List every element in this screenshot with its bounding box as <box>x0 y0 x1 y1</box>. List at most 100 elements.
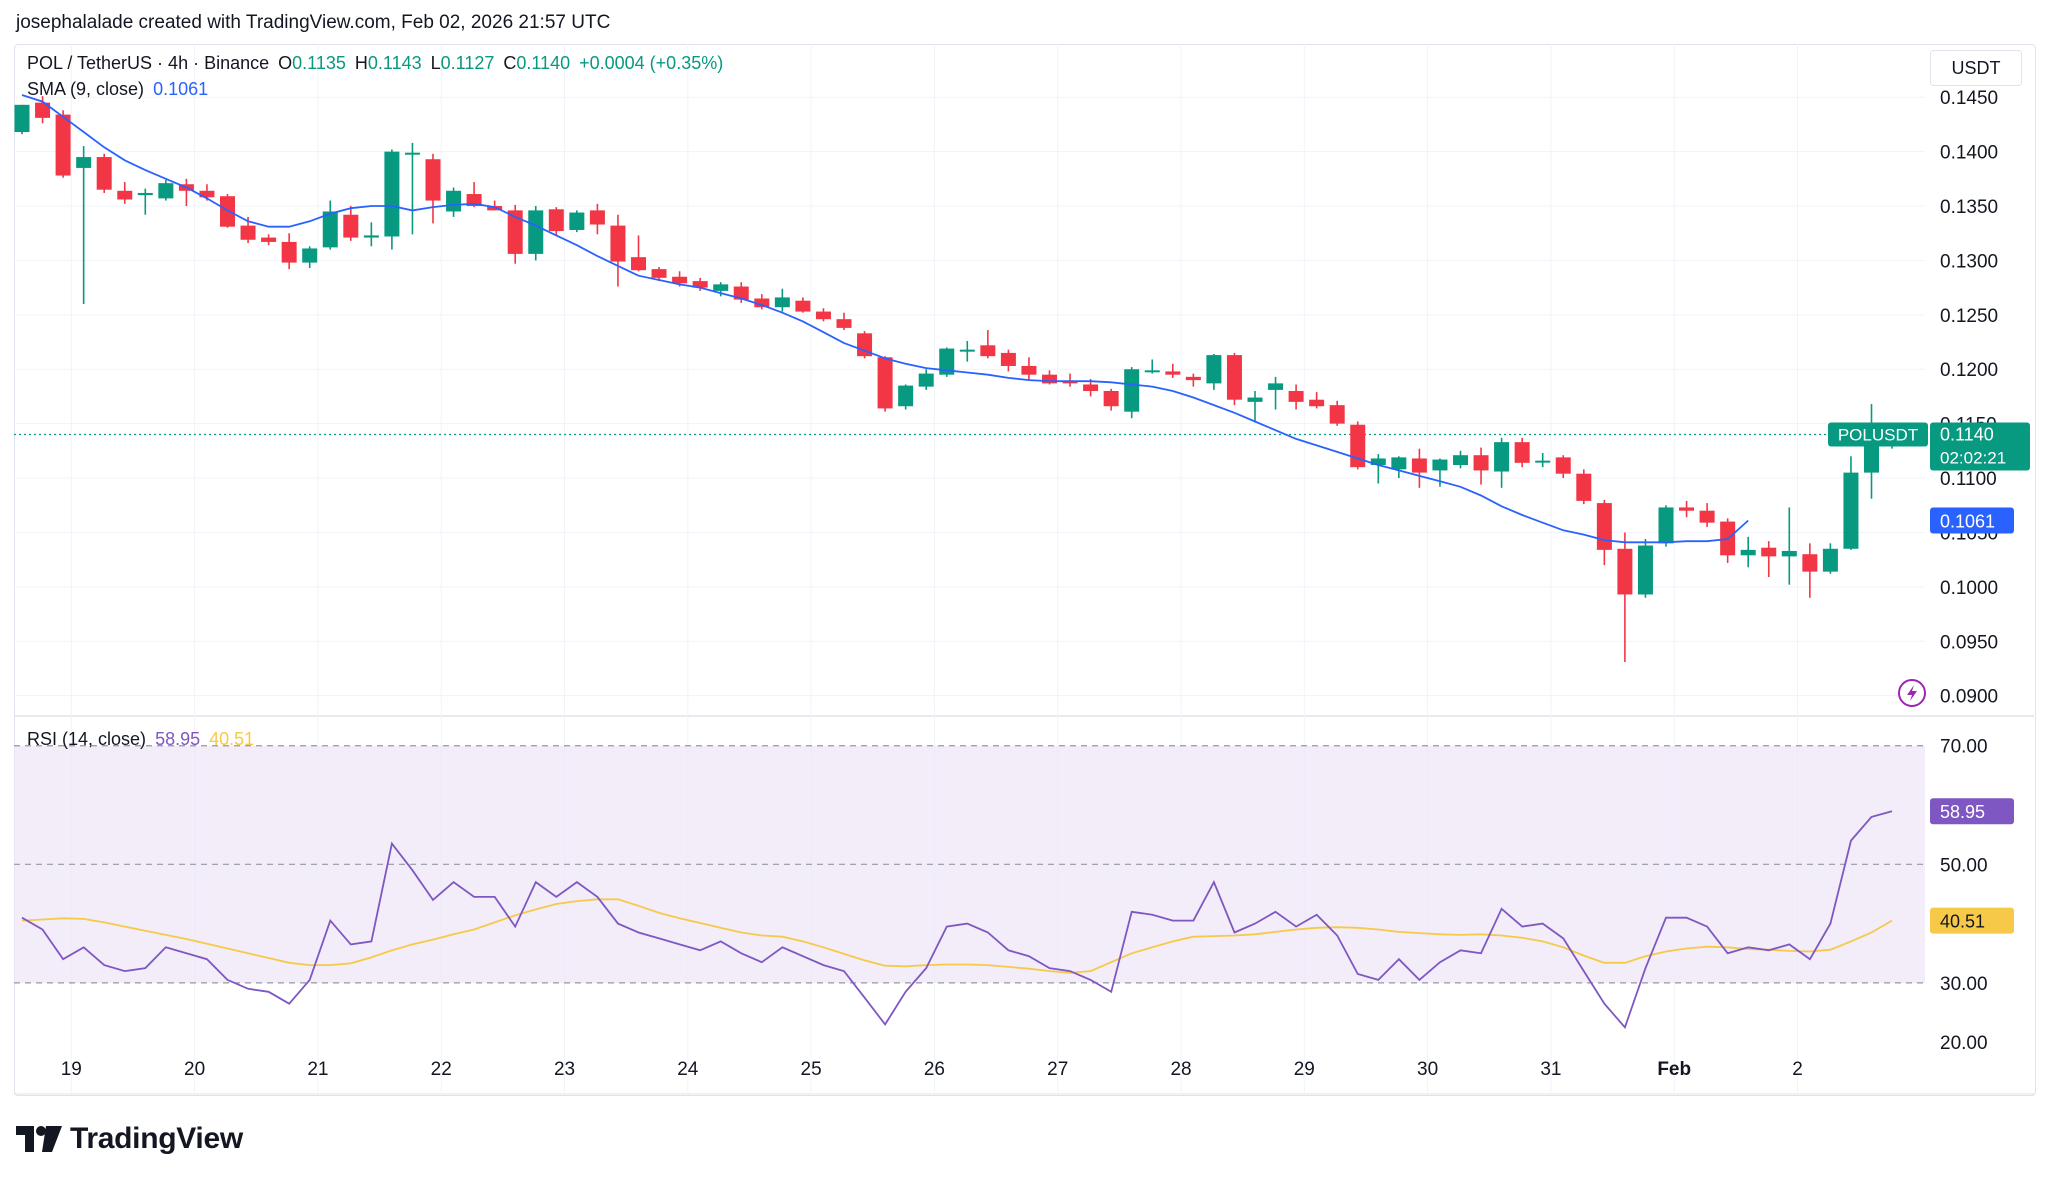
price-tick-label: 0.1450 <box>1940 88 1998 109</box>
rsi-legend[interactable]: RSI (14, close) 58.95 40.51 <box>27 729 258 750</box>
candle-body <box>1864 439 1879 473</box>
candle-body <box>384 151 400 237</box>
candle-body <box>1617 548 1633 595</box>
tradingview-logo[interactable]: TradingView <box>16 1122 243 1156</box>
candle-body <box>1268 383 1284 390</box>
candle-body <box>1822 548 1838 572</box>
time-tick-label: 2 <box>1792 1059 1803 1080</box>
candle-body <box>1473 455 1489 471</box>
candle-body <box>220 196 235 227</box>
open-value: 0.1135 <box>292 53 346 73</box>
symbol-tag-text: POLUSDT <box>1838 426 1918 445</box>
chart-credit: josephalalade created with TradingView.c… <box>16 12 611 33</box>
candle-body <box>261 237 277 242</box>
chart-frame <box>14 44 2036 1096</box>
currency-button[interactable]: USDT <box>1930 50 2022 86</box>
candle-body <box>158 183 174 199</box>
candle-body <box>1329 405 1345 424</box>
close-key: C <box>503 53 517 73</box>
candle-body <box>1309 399 1325 407</box>
rsi-tick-label: 50.00 <box>1940 855 1988 876</box>
candle-body <box>1144 370 1160 373</box>
candle-body <box>507 210 523 254</box>
candle-body <box>754 298 770 308</box>
open-key: O <box>278 53 293 73</box>
candle-body <box>1740 549 1756 556</box>
sma-tag-value: 0.1061 <box>1940 511 1995 531</box>
candle-body <box>466 194 482 207</box>
rsi-tag-value: 58.95 <box>1940 802 1985 822</box>
low-key: L <box>430 53 441 73</box>
candle-body <box>96 157 112 190</box>
time-tick-label: 20 <box>184 1059 205 1080</box>
candle-body <box>1370 458 1386 465</box>
rsi-ma-tag-bg <box>1930 907 2014 934</box>
low-value: 0.1127 <box>440 53 495 73</box>
candle-body <box>343 214 359 238</box>
sma-value: 0.1061 <box>153 79 209 99</box>
symbol-label[interactable]: POL / TetherUS · 4h · Binance <box>27 53 270 73</box>
candle-body <box>1453 455 1468 465</box>
candle-body <box>137 192 153 196</box>
time-tick-label: Feb <box>1657 1059 1691 1080</box>
candle-body <box>446 190 462 212</box>
high-value: 0.1143 <box>367 53 422 73</box>
time-tick-label: 30 <box>1417 1059 1438 1080</box>
candle-body <box>1637 545 1653 595</box>
candle-body <box>651 269 667 278</box>
rsi-tick-label: 70.00 <box>1940 737 1988 758</box>
sma-tag-bg <box>1930 507 2014 534</box>
sma-legend[interactable]: SMA (9, close) 0.1061 <box>27 79 212 100</box>
candle-body <box>1679 507 1695 511</box>
candle-body <box>857 333 873 357</box>
rsi-tick-label: 20.00 <box>1940 1033 1988 1054</box>
time-tick-label: 19 <box>61 1059 82 1080</box>
candle-body <box>795 300 811 312</box>
candle-body <box>939 348 955 375</box>
candle-body <box>1411 458 1427 473</box>
candle-body <box>836 319 852 328</box>
candle-body <box>1103 391 1119 407</box>
candle-body <box>631 257 646 271</box>
candle-body <box>55 114 71 176</box>
rsi-lines <box>21 810 1893 1030</box>
time-tick-label: 23 <box>554 1059 575 1080</box>
rsi-ma-tag-value: 40.51 <box>1940 912 1985 932</box>
candle-body <box>1042 374 1057 384</box>
price-tag-countdown: 02:02:21 <box>1940 449 2006 468</box>
candle-body <box>281 241 297 263</box>
candle-body <box>1000 352 1016 366</box>
candle-body <box>1843 472 1859 549</box>
candle-body <box>1494 442 1510 472</box>
lightning-icon[interactable] <box>1898 679 1926 707</box>
candle-body <box>363 235 379 238</box>
candle-body <box>672 276 688 284</box>
candle-body <box>425 159 441 201</box>
price-tags: POLUSDT 0.1140 02:02:21 0.1061 58.95 40.51 <box>1828 422 2030 934</box>
candles <box>14 96 1900 662</box>
close-value: 0.1140 <box>516 53 571 73</box>
candle-body <box>569 212 585 230</box>
candle-body <box>1596 503 1612 550</box>
candle-body <box>980 345 996 357</box>
candle-body <box>733 286 749 300</box>
tradingview-logo-text: TradingView <box>70 1122 243 1155</box>
candle-body <box>1288 391 1304 402</box>
price-tag-bg <box>1930 422 2030 471</box>
candle-body <box>1124 369 1140 412</box>
candle-body <box>1658 507 1674 544</box>
price-tick-label: 0.1100 <box>1940 469 1997 490</box>
lightning-icon-bolt <box>1907 685 1917 701</box>
candle-body <box>487 206 503 211</box>
candle-body <box>589 210 605 225</box>
time-tick-label: 21 <box>307 1059 328 1080</box>
time-tick-label: 26 <box>924 1059 945 1080</box>
candle-body <box>815 311 831 320</box>
price-tick-label: 0.1350 <box>1940 197 1998 218</box>
main-legend[interactable]: POL / TetherUS · 4h · Binance O0.1135 H0… <box>27 53 727 74</box>
candle-body <box>692 281 708 288</box>
price-tick-label: 0.1250 <box>1940 306 1998 327</box>
candle-body <box>1391 457 1407 470</box>
time-tick-label: 27 <box>1047 1059 1068 1080</box>
